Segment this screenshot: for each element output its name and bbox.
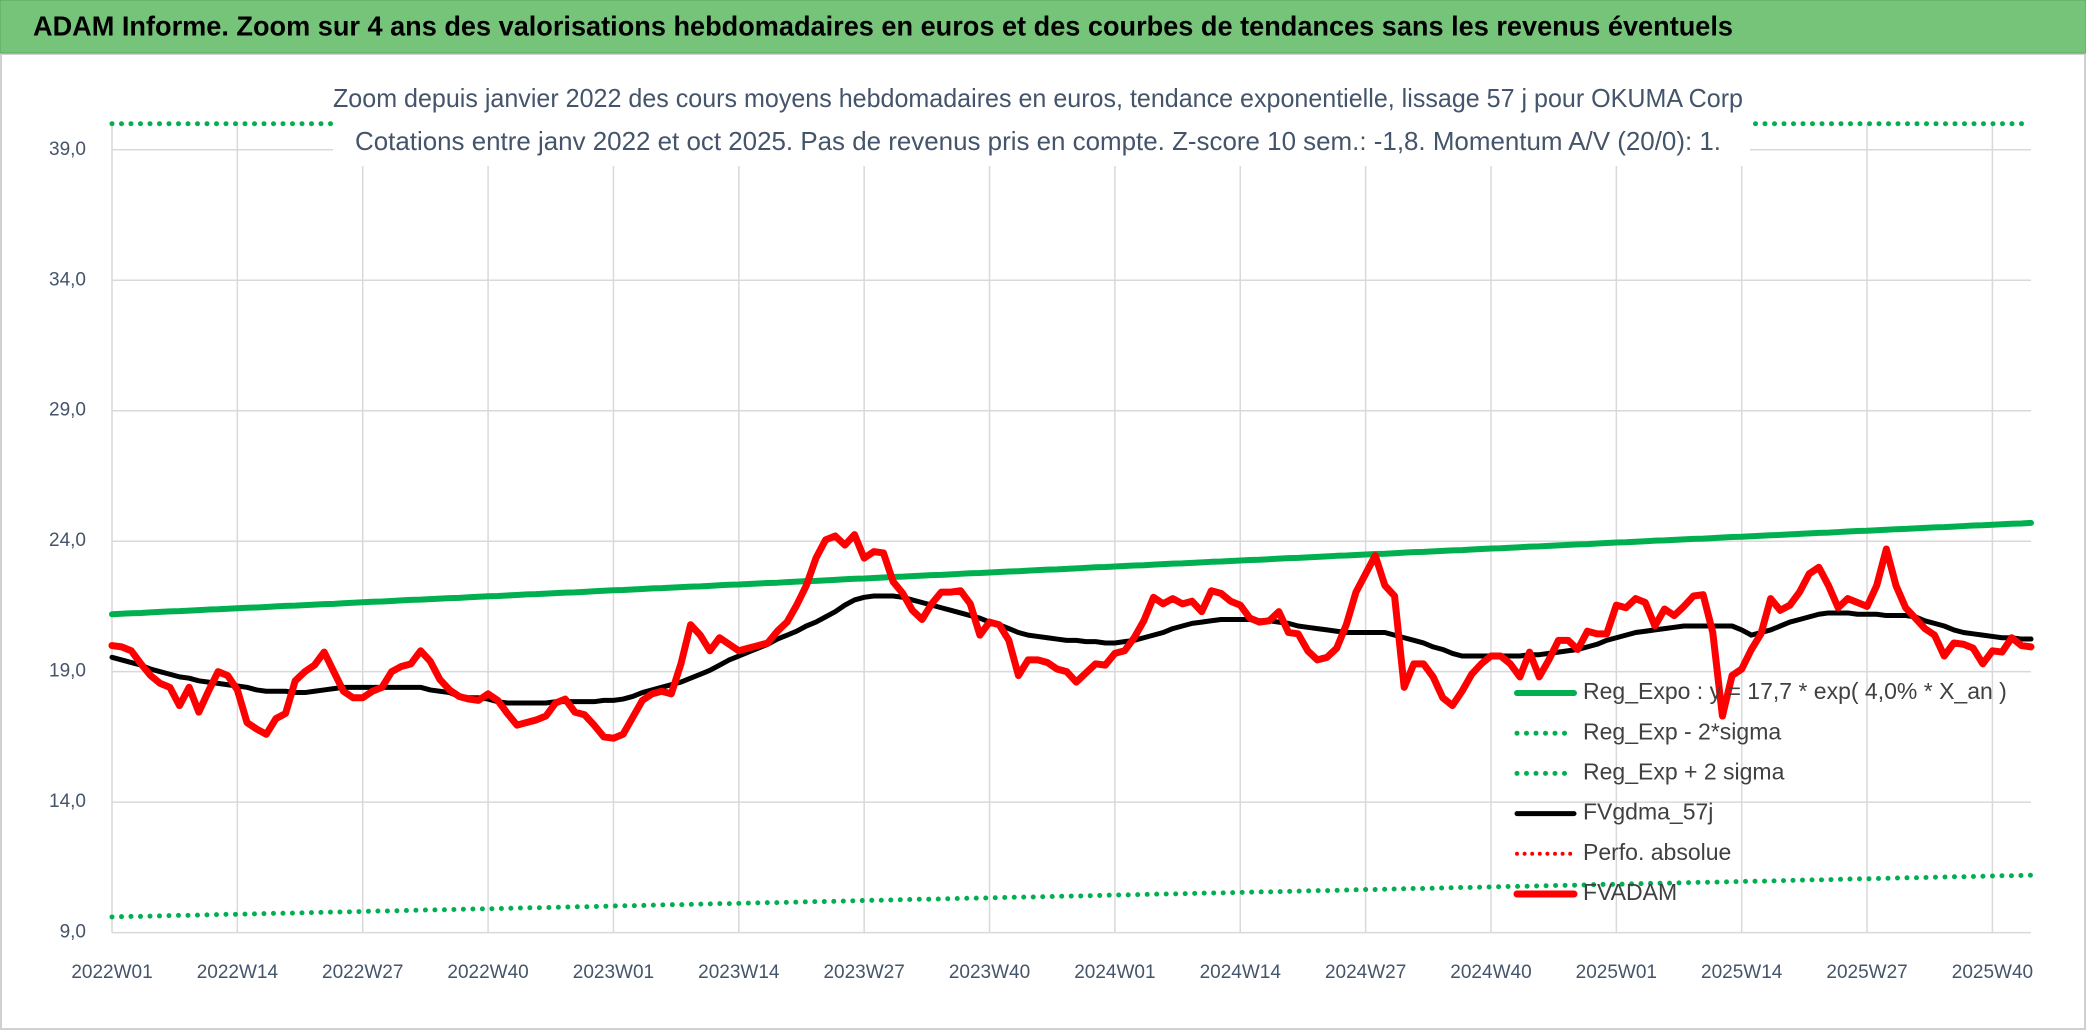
y-tick-label: 24,0 <box>49 530 86 551</box>
x-tick-label: 2024W27 <box>1325 962 1406 983</box>
chart-subtitle: Zoom depuis janvier 2022 des cours moyen… <box>333 83 1743 113</box>
x-tick-label: 2023W27 <box>823 962 904 983</box>
legend-label: Reg_Expo : y = 17,7 * exp( 4,0% * X_an ) <box>1583 678 2007 704</box>
x-tick-label: 2024W01 <box>1074 962 1155 983</box>
header-bar <box>0 0 2086 54</box>
x-tick-label: 2022W14 <box>197 962 279 983</box>
legend: Reg_Expo : y = 17,7 * exp( 4,0% * X_an )… <box>1513 678 2007 905</box>
x-tick-label: 2024W14 <box>1200 962 1282 983</box>
series-line <box>108 531 2035 742</box>
x-tick-label: 2025W14 <box>1701 962 1783 983</box>
y-tick-label: 39,0 <box>49 139 86 160</box>
series-line <box>109 519 2034 618</box>
y-tick-label: 14,0 <box>49 791 86 812</box>
legend-label: Reg_Exp + 2 sigma <box>1583 758 1785 784</box>
x-tick-label: 2025W01 <box>1576 962 1657 983</box>
y-tick-label: 9,0 <box>60 922 86 943</box>
x-tick-label: 2024W40 <box>1450 962 1531 983</box>
legend-label: Reg_Exp - 2*sigma <box>1583 718 1781 744</box>
x-tick-label: 2023W40 <box>949 962 1030 983</box>
x-tick-label: 2023W14 <box>698 962 780 983</box>
subtitle-box <box>333 76 1750 166</box>
x-tick-label: 2022W01 <box>71 962 152 983</box>
x-tick-label: 2025W40 <box>1952 962 2033 983</box>
x-tick-label: 2023W01 <box>573 962 654 983</box>
x-tick-label: 2022W40 <box>447 962 528 983</box>
x-tick-label: 2022W27 <box>322 962 403 983</box>
chart-title: ADAM Informe. Zoom sur 4 ans des valoris… <box>33 10 1733 41</box>
y-tick-label: 34,0 <box>49 269 86 290</box>
y-tick-label: 19,0 <box>49 661 86 682</box>
series-line <box>109 872 2034 920</box>
legend-label: FVgdma_57j <box>1583 799 1713 825</box>
legend-label: FVADAM <box>1583 879 1677 905</box>
legend-label: Perfo. absolue <box>1583 839 1731 865</box>
chart-subtitle: Cotations entre janv 2022 et oct 2025. P… <box>355 126 1721 156</box>
y-tick-label: 29,0 <box>49 400 86 421</box>
x-tick-label: 2025W27 <box>1826 962 1907 983</box>
